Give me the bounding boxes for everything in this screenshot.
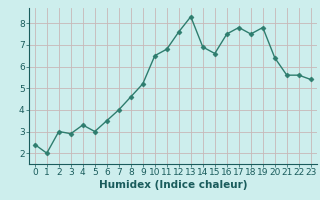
X-axis label: Humidex (Indice chaleur): Humidex (Indice chaleur)	[99, 180, 247, 190]
